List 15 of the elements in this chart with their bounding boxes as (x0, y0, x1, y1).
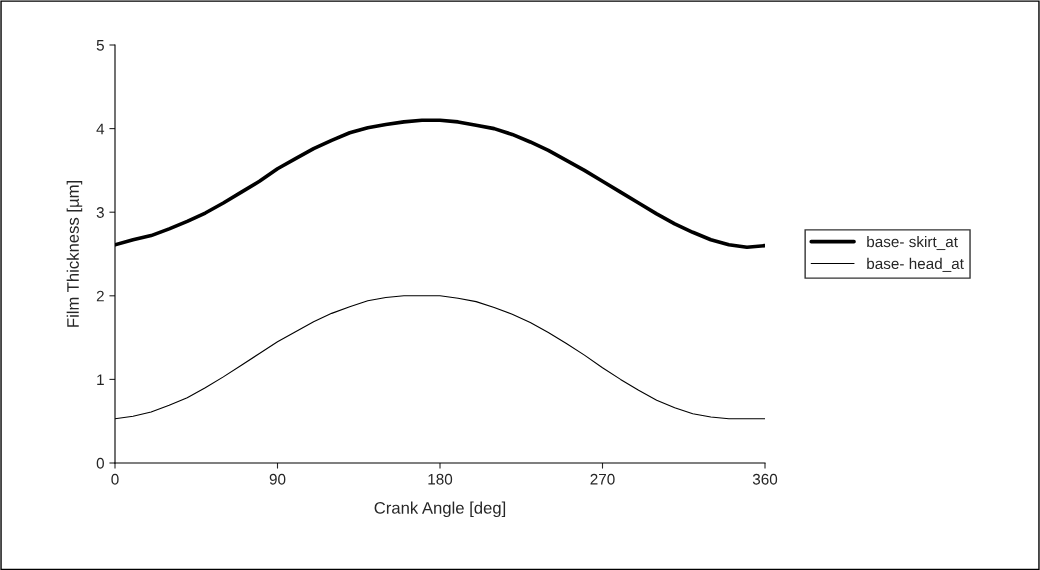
x-axis-title: Crank Angle [deg] (374, 501, 506, 518)
x-tick-label: 360 (752, 473, 778, 485)
y-tick-label: 4 (96, 123, 105, 135)
x-tick-label: 0 (111, 473, 119, 485)
x-tick-label: 90 (269, 473, 286, 485)
y-tick-label: 1 (97, 374, 104, 385)
x-tick-label: 270 (590, 473, 615, 485)
x-tick-label: 180 (428, 473, 453, 485)
legend-label: base- skirt_at (867, 235, 958, 251)
y-axis-title: Film Thickness [µm] (66, 181, 83, 327)
y-tick-label: 0 (96, 457, 104, 469)
legend-label: base- head_at (867, 257, 964, 272)
y-tick-label: 2 (96, 290, 104, 302)
y-tick-label: 5 (96, 40, 104, 51)
y-tick-label: 3 (96, 207, 104, 218)
